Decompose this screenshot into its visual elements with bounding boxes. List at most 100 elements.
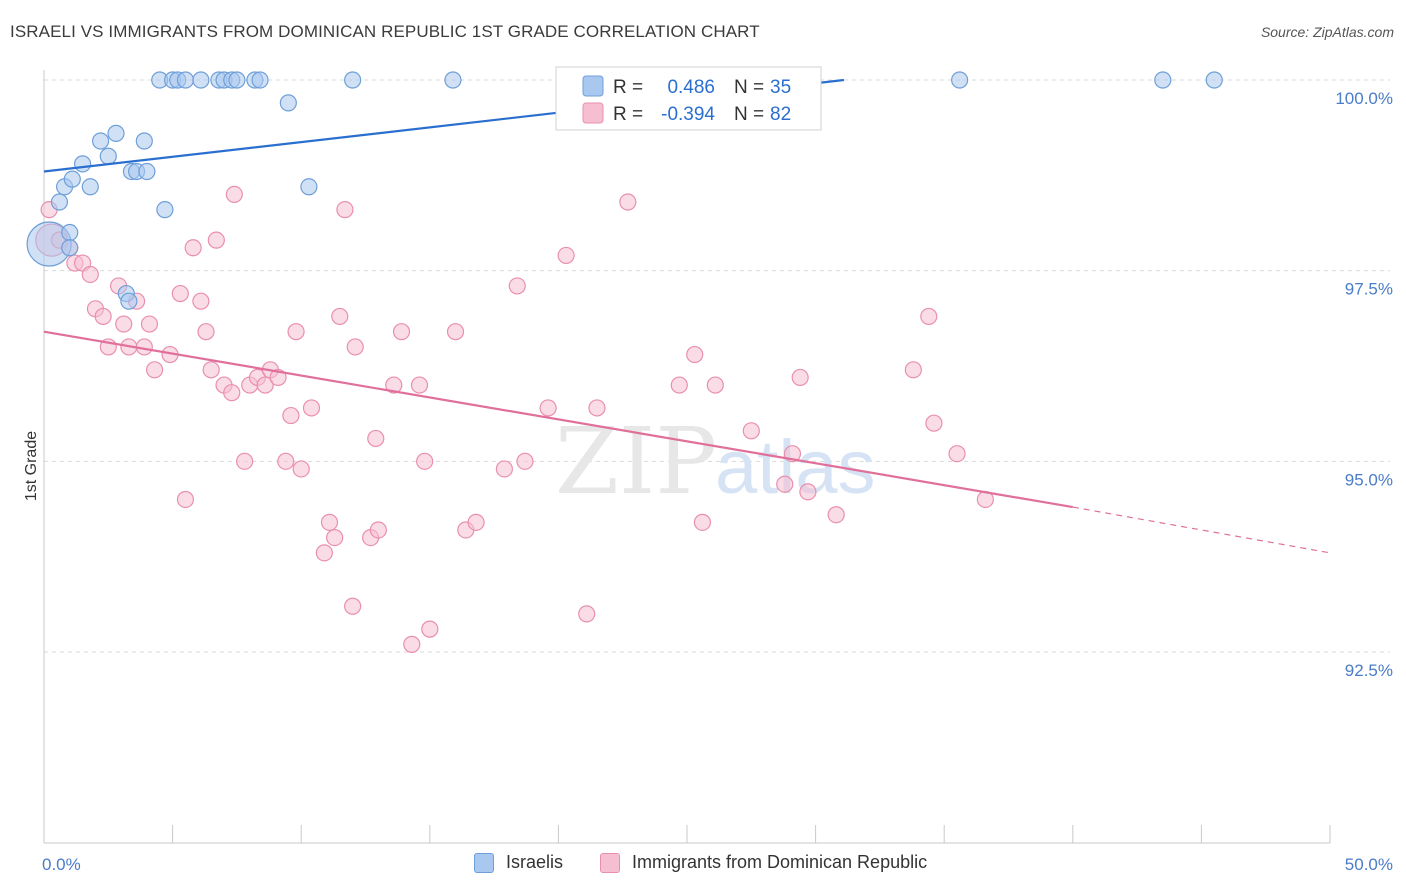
legend-bottom: Israelis Immigrants from Dominican Repub…: [0, 852, 1406, 878]
dominican-point-20: [184, 239, 202, 257]
israelis-point-21: [176, 71, 195, 89]
dominican-point-52: [410, 376, 429, 394]
dominican-point-42: [331, 307, 349, 326]
watermark: ZIP atlas: [555, 408, 876, 515]
dominican-point-73: [791, 368, 809, 387]
israelis-point-33: [951, 71, 969, 89]
israelis-point-12: [120, 292, 138, 310]
dominican-point-26: [223, 384, 241, 402]
dominican-point-6: [81, 265, 99, 284]
dominican-point-65: [619, 193, 637, 211]
israelis-point-9: [99, 147, 117, 165]
legend-dominican-r-label: R =: [613, 104, 643, 125]
israelis-point-15: [135, 132, 153, 150]
dominican-point-11: [115, 315, 133, 333]
israelis-point-4: [61, 239, 79, 257]
legend-israelis-n-label: N =: [734, 77, 764, 98]
legend-israelis-r-value: 0.486: [667, 77, 715, 98]
legend-israelis-label: Israelis: [506, 852, 564, 872]
israelis-point-7: [81, 178, 99, 196]
legend-dominican-marker: [600, 852, 620, 873]
legend-dominican-label: Immigrants from Dominican Republic: [632, 852, 928, 872]
legend-israelis-marker: [474, 852, 494, 873]
dominican-point-77: [920, 307, 938, 326]
legend-israelis-swatch: [582, 75, 604, 97]
y-tick-label-2: 97.5%: [1345, 280, 1393, 299]
dominican-point-16: [145, 361, 164, 379]
chart-title: ISRAELI VS IMMIGRANTS FROM DOMINICAN REP…: [10, 22, 760, 41]
dominican-point-69: [706, 376, 724, 394]
dominican-point-45: [346, 338, 364, 356]
israelis-point-22: [192, 71, 210, 89]
israelis-point-16: [138, 162, 156, 181]
dominican-point-40: [320, 513, 339, 531]
dominican-point-60: [516, 452, 534, 470]
israelis-point-6: [73, 155, 92, 173]
dominican-point-49: [385, 376, 403, 394]
dominican-point-35: [282, 406, 300, 425]
y-axis-label: 1st Grade: [23, 431, 40, 501]
israelis-point-34: [1154, 71, 1172, 89]
israelis-point-3: [61, 223, 79, 242]
dominican-point-63: [578, 605, 596, 623]
dominican-point-28: [236, 452, 254, 470]
dominican-point-27: [225, 185, 243, 203]
dominican-point-67: [686, 345, 704, 364]
legend-israelis-r-label: R =: [613, 77, 643, 98]
y-tick-labels: 92.5% 95.0% 97.5% 100.0%: [1335, 89, 1393, 680]
dominican-point-68: [693, 513, 712, 531]
israelis-point-10: [107, 124, 125, 142]
dominican-point-44: [344, 597, 362, 615]
watermark-atlas: atlas: [715, 425, 876, 510]
dominican-point-31: [256, 376, 274, 394]
dominican-point-38: [302, 399, 321, 417]
dominican-point-70: [742, 422, 760, 440]
dominican-point-48: [369, 521, 387, 539]
israelis-point-30: [300, 178, 318, 196]
watermark-zip: ZIP: [555, 408, 717, 515]
legend-item-dominican[interactable]: Immigrants from Dominican Republic: [600, 852, 927, 873]
israelis-point-28: [251, 71, 269, 89]
dominican-point-75: [827, 506, 845, 524]
dominican-point-59: [508, 277, 526, 295]
dominican-point-47: [367, 429, 385, 448]
legend-stats: R = 0.486 N = 35 R = -0.394 N = 82: [555, 66, 822, 131]
dominican-point-41: [326, 528, 344, 547]
israelis-point-32: [444, 71, 462, 89]
dominican-point-51: [403, 635, 421, 653]
dominican-point-36: [287, 323, 305, 341]
dominican-point-39: [315, 544, 333, 562]
legend-dominican-swatch: [582, 102, 604, 124]
dominican-point-55: [446, 323, 465, 341]
israelis-point-29: [279, 94, 297, 112]
dominican-point-58: [495, 460, 513, 478]
axes: [43, 70, 1331, 844]
legend-dominican-r-value: -0.394: [661, 104, 715, 125]
israelis-point-8: [91, 132, 110, 150]
israelis-point-35: [1205, 71, 1223, 89]
legend-item-israelis[interactable]: Israelis: [474, 852, 563, 873]
dominican-point-19: [176, 490, 195, 509]
series-israelis-points: [26, 71, 1223, 310]
series-dominican-points: [35, 185, 994, 653]
dominican-point-37: [292, 460, 310, 478]
source-label: Source: ZipAtlas.com: [1260, 24, 1394, 40]
dominican-point-78: [925, 414, 943, 432]
dominican-point-66: [670, 376, 688, 394]
x-tick-label-0: 0.0%: [42, 855, 81, 874]
israelis-point-17: [156, 201, 174, 219]
legend-dominican-n-label: N =: [734, 104, 764, 125]
dominican-point-71: [776, 475, 794, 493]
dominican-point-79: [948, 445, 966, 463]
dominican-point-53: [416, 452, 434, 470]
y-tick-label-1: 95.0%: [1345, 470, 1393, 489]
legend-dominican-n-value: 82: [770, 104, 791, 125]
israelis-point-26: [228, 71, 246, 89]
dominican-point-61: [539, 399, 557, 417]
x-tick-label-1: 50.0%: [1345, 855, 1393, 874]
dominican-point-34: [277, 452, 295, 470]
dominican-point-21: [192, 292, 210, 310]
dominican-point-64: [588, 399, 606, 417]
dominican-point-22: [197, 323, 215, 341]
